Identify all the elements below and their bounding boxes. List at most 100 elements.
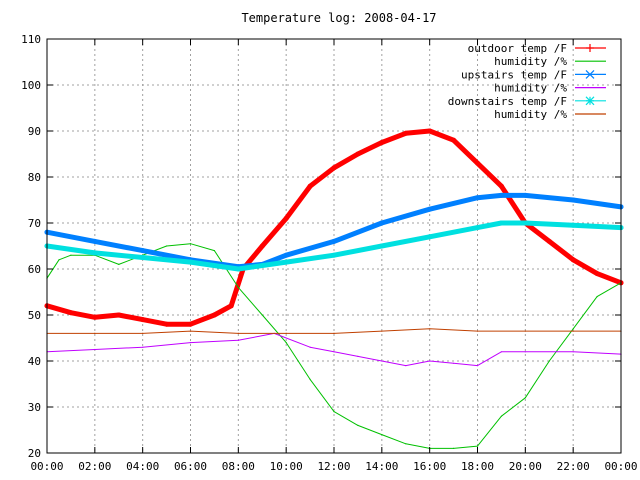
y-tick-label: 80 [28,171,41,184]
x-tick-label: 22:00 [557,460,590,473]
data-point [524,351,526,353]
data-point [572,330,574,332]
legend-label: humidity /% [494,82,567,95]
grid [47,39,621,453]
data-point [572,351,574,353]
data-point [357,424,359,426]
y-tick-label: 90 [28,125,41,138]
data-point [331,252,337,258]
x-tick-label: 16:00 [413,460,446,473]
data-point [283,215,289,221]
x-tick-label: 04:00 [126,460,159,473]
y-tick-label: 30 [28,401,41,414]
data-point [307,183,313,189]
data-point [379,220,385,226]
data-point [189,330,192,332]
data-point [237,286,239,288]
axis-ticks: 20 30 40 50 60 70 80 90 100 110 00:00 02:00 04:00 06:… [21,33,637,473]
data-point [594,271,600,277]
data-point [259,243,265,249]
data-point [333,411,335,413]
data-point [475,225,480,231]
x-tick-label: 00:00 [604,460,637,473]
legend-item: humidity /% [494,108,606,121]
series-1 [44,128,624,327]
data-point [522,220,528,226]
data-point [403,130,409,136]
data-point [379,140,385,145]
data-point [570,197,576,203]
data-point [475,195,480,201]
data-point [524,330,526,332]
data-point [285,332,287,334]
data-point [164,321,170,327]
series-line [46,243,622,449]
data-point [381,360,383,362]
legend-item: humidity /% [494,82,606,95]
series-2 [46,243,622,449]
data-point [189,342,192,344]
data-point [140,255,146,260]
data-point [498,183,504,189]
data-point [333,332,335,334]
data-point [427,128,433,134]
y-tick-label: 20 [28,447,41,460]
data-point [142,332,144,334]
data-point [140,248,146,254]
data-point [235,266,241,272]
data-point [237,332,239,334]
data-point [596,296,598,298]
x-tick-label: 18:00 [461,460,494,473]
data-point [476,365,479,367]
data-point [237,339,239,341]
data-point [524,397,526,399]
data-point [570,257,576,263]
data-point [355,151,361,157]
x-tick-label: 06:00 [174,460,207,473]
data-point [381,434,383,436]
data-point [140,317,146,323]
data-point [70,254,72,256]
legend-item: humidity /% [494,55,606,68]
data-point [427,206,433,212]
data-point [309,378,311,380]
legend-marker [585,96,595,106]
data-point [188,259,193,265]
data-point [476,330,479,332]
data-point [94,348,96,351]
data-point [92,314,98,320]
data-point [500,415,502,417]
legend-label: humidity /% [494,108,567,121]
data-point [94,332,96,334]
data-point [476,445,479,447]
data-point [453,447,455,449]
legend-item: outdoor temp /F [468,42,606,55]
data-point [429,328,431,330]
legend-item: upstairs temp /F [461,68,606,81]
data-point [427,234,433,240]
data-point [331,165,337,171]
data-point [58,259,60,261]
data-point [331,238,337,244]
data-point [546,238,552,244]
data-point [118,263,120,265]
y-tick-label: 50 [28,309,41,322]
x-tick-label: 12:00 [317,460,350,473]
legend-marker [585,69,595,79]
data-point [188,321,193,327]
x-tick-label: 10:00 [270,460,303,473]
legend-label: outdoor temp /F [468,42,567,55]
y-tick-label: 100 [21,79,41,92]
data-point [261,314,263,316]
x-tick-label: 00:00 [30,460,63,473]
x-tick-label: 02:00 [78,460,111,473]
data-point [381,330,383,332]
series-group [44,128,624,449]
data-point [92,250,98,256]
data-point [379,243,385,249]
data-point [213,250,215,252]
data-point [522,192,528,198]
y-tick-label: 110 [21,33,41,46]
y-tick-label: 40 [28,355,41,368]
